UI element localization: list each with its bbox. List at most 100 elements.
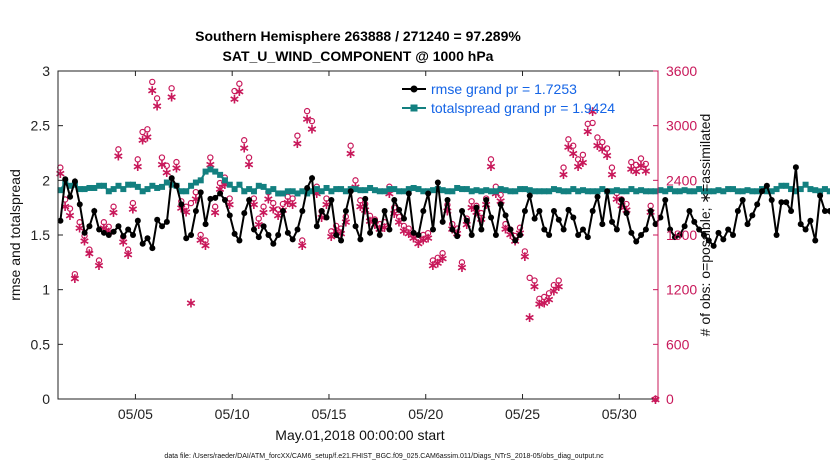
totalspread-point bbox=[763, 188, 770, 195]
y-tick-label: 1.5 bbox=[31, 227, 51, 243]
rmse-point bbox=[739, 197, 746, 204]
obs-assimilated-point: ∗ bbox=[442, 203, 454, 219]
rmse-point bbox=[313, 223, 320, 230]
obs-assimilated-point: ∗ bbox=[529, 279, 541, 295]
totalspread-point bbox=[96, 182, 103, 189]
obs-assimilated-point: ∗ bbox=[553, 279, 565, 295]
totalspread-point bbox=[91, 184, 98, 191]
totalspread-point bbox=[139, 188, 146, 195]
totalspread-point bbox=[323, 184, 330, 191]
obs-possible-point bbox=[434, 254, 441, 261]
rmse-point bbox=[444, 197, 451, 204]
rmse-point bbox=[144, 235, 151, 242]
obs-assimilated-point: ∗ bbox=[132, 159, 144, 175]
obs-assimilated-point: ∗ bbox=[582, 124, 594, 140]
totalspread-point bbox=[560, 188, 567, 195]
rmse-point bbox=[386, 226, 393, 233]
totalspread-point bbox=[536, 188, 543, 195]
x-axis-label: May.01,2018 00:00:00 start bbox=[275, 427, 445, 443]
obs-assimilated-point: ∗ bbox=[640, 163, 652, 179]
totalspread-point bbox=[657, 187, 664, 194]
rmse-point bbox=[488, 214, 495, 221]
obs-possible-point bbox=[158, 154, 166, 161]
obs-possible-point bbox=[521, 248, 529, 255]
totalspread-point bbox=[802, 181, 809, 188]
x-tick-label: 05/15 bbox=[311, 406, 346, 422]
obs-assimilated-point: ∗ bbox=[538, 295, 550, 311]
obs-markers-group: ∗∗∗∗∗∗∗∗∗∗∗∗∗∗∗∗∗∗∗∗∗∗∗∗∗∗∗∗∗∗∗∗∗∗∗∗∗∗∗∗… bbox=[54, 78, 661, 408]
totalspread-point bbox=[202, 168, 209, 175]
rmse-point bbox=[473, 204, 480, 211]
rmse-point bbox=[304, 184, 311, 191]
obs-assimilated-point: ∗ bbox=[325, 229, 337, 245]
obs-possible-point bbox=[168, 85, 175, 92]
totalspread-point bbox=[400, 188, 407, 195]
rmse-point bbox=[81, 229, 88, 236]
rmse-point bbox=[459, 207, 466, 214]
totalspread-point bbox=[371, 187, 378, 194]
totalspread-point bbox=[720, 188, 727, 195]
rmse-point bbox=[725, 226, 732, 233]
totalspread-point bbox=[342, 188, 349, 195]
rmse-point bbox=[309, 175, 316, 182]
obs-assimilated-point: ∗ bbox=[151, 99, 163, 115]
rmse-point bbox=[759, 188, 766, 195]
rmse-point bbox=[178, 201, 185, 208]
rmse-point bbox=[430, 226, 436, 233]
obs-assimilated-point: ∗ bbox=[388, 206, 400, 222]
obs-possible-point bbox=[439, 250, 446, 257]
totalspread-point bbox=[618, 188, 625, 195]
obs-assimilated-point: ∗ bbox=[306, 121, 318, 137]
totalspread-point bbox=[309, 188, 316, 195]
obs-assimilated-point: ∗ bbox=[340, 214, 352, 230]
rmse-point bbox=[497, 201, 504, 208]
totalspread-point bbox=[333, 186, 340, 193]
rmse-point bbox=[62, 176, 69, 183]
legend: rmse grand pr = 1.7253 totalspread grand… bbox=[402, 81, 615, 116]
totalspread-point bbox=[110, 186, 117, 193]
obs-possible-point bbox=[347, 142, 354, 149]
totalspread-point bbox=[555, 187, 562, 194]
rmse-point bbox=[783, 199, 790, 206]
rmse-point bbox=[517, 232, 524, 238]
rmse-point bbox=[754, 201, 761, 208]
obs-assimilated-point: ∗ bbox=[437, 251, 449, 267]
obs-assimilated-point: ∗ bbox=[122, 247, 134, 263]
rmse-point bbox=[633, 238, 640, 245]
obs-possible-point bbox=[163, 162, 170, 169]
obs-possible-point bbox=[95, 257, 103, 264]
y2-tick-label: 1800 bbox=[666, 227, 697, 243]
totalspread-point bbox=[575, 188, 582, 195]
rmse-point bbox=[100, 229, 107, 236]
obs-possible-point bbox=[71, 270, 79, 278]
obs-possible-point bbox=[240, 137, 248, 144]
totalspread-point bbox=[700, 188, 707, 195]
obs-possible-point bbox=[497, 191, 504, 199]
rmse-point bbox=[246, 197, 253, 204]
chart-subtitle: SAT_U_WIND_COMPONENT @ 1000 hPa bbox=[223, 48, 494, 64]
totalspread-point bbox=[676, 188, 683, 195]
obs-assimilated-point: ∗ bbox=[243, 157, 255, 173]
totalspread-point bbox=[376, 188, 383, 195]
y-tick-label: 1 bbox=[42, 282, 50, 298]
rmse-point bbox=[763, 182, 770, 189]
totalspread-point bbox=[710, 188, 717, 195]
y2-tick-label: 600 bbox=[666, 336, 690, 352]
totalspread-point bbox=[730, 186, 736, 193]
obs-possible-point bbox=[400, 222, 408, 230]
totalspread-point bbox=[744, 187, 751, 194]
obs-possible-point bbox=[105, 223, 112, 230]
totalspread-point bbox=[667, 186, 674, 193]
obs-assimilated-point: ∗ bbox=[180, 204, 192, 220]
totalspread-point bbox=[749, 188, 756, 195]
obs-assimilated-point: ∗ bbox=[548, 284, 560, 300]
rmse-point bbox=[362, 195, 369, 202]
obs-assimilated-point: ∗ bbox=[383, 186, 395, 202]
totalspread-point bbox=[352, 186, 359, 193]
totalspread-point bbox=[188, 182, 195, 189]
y-axis-label: rmse and totalspread bbox=[7, 169, 23, 301]
obs-possible-point bbox=[424, 229, 432, 237]
totalspread-point bbox=[570, 186, 577, 193]
totalspread-point bbox=[517, 186, 524, 193]
totalspread-point bbox=[609, 188, 616, 195]
